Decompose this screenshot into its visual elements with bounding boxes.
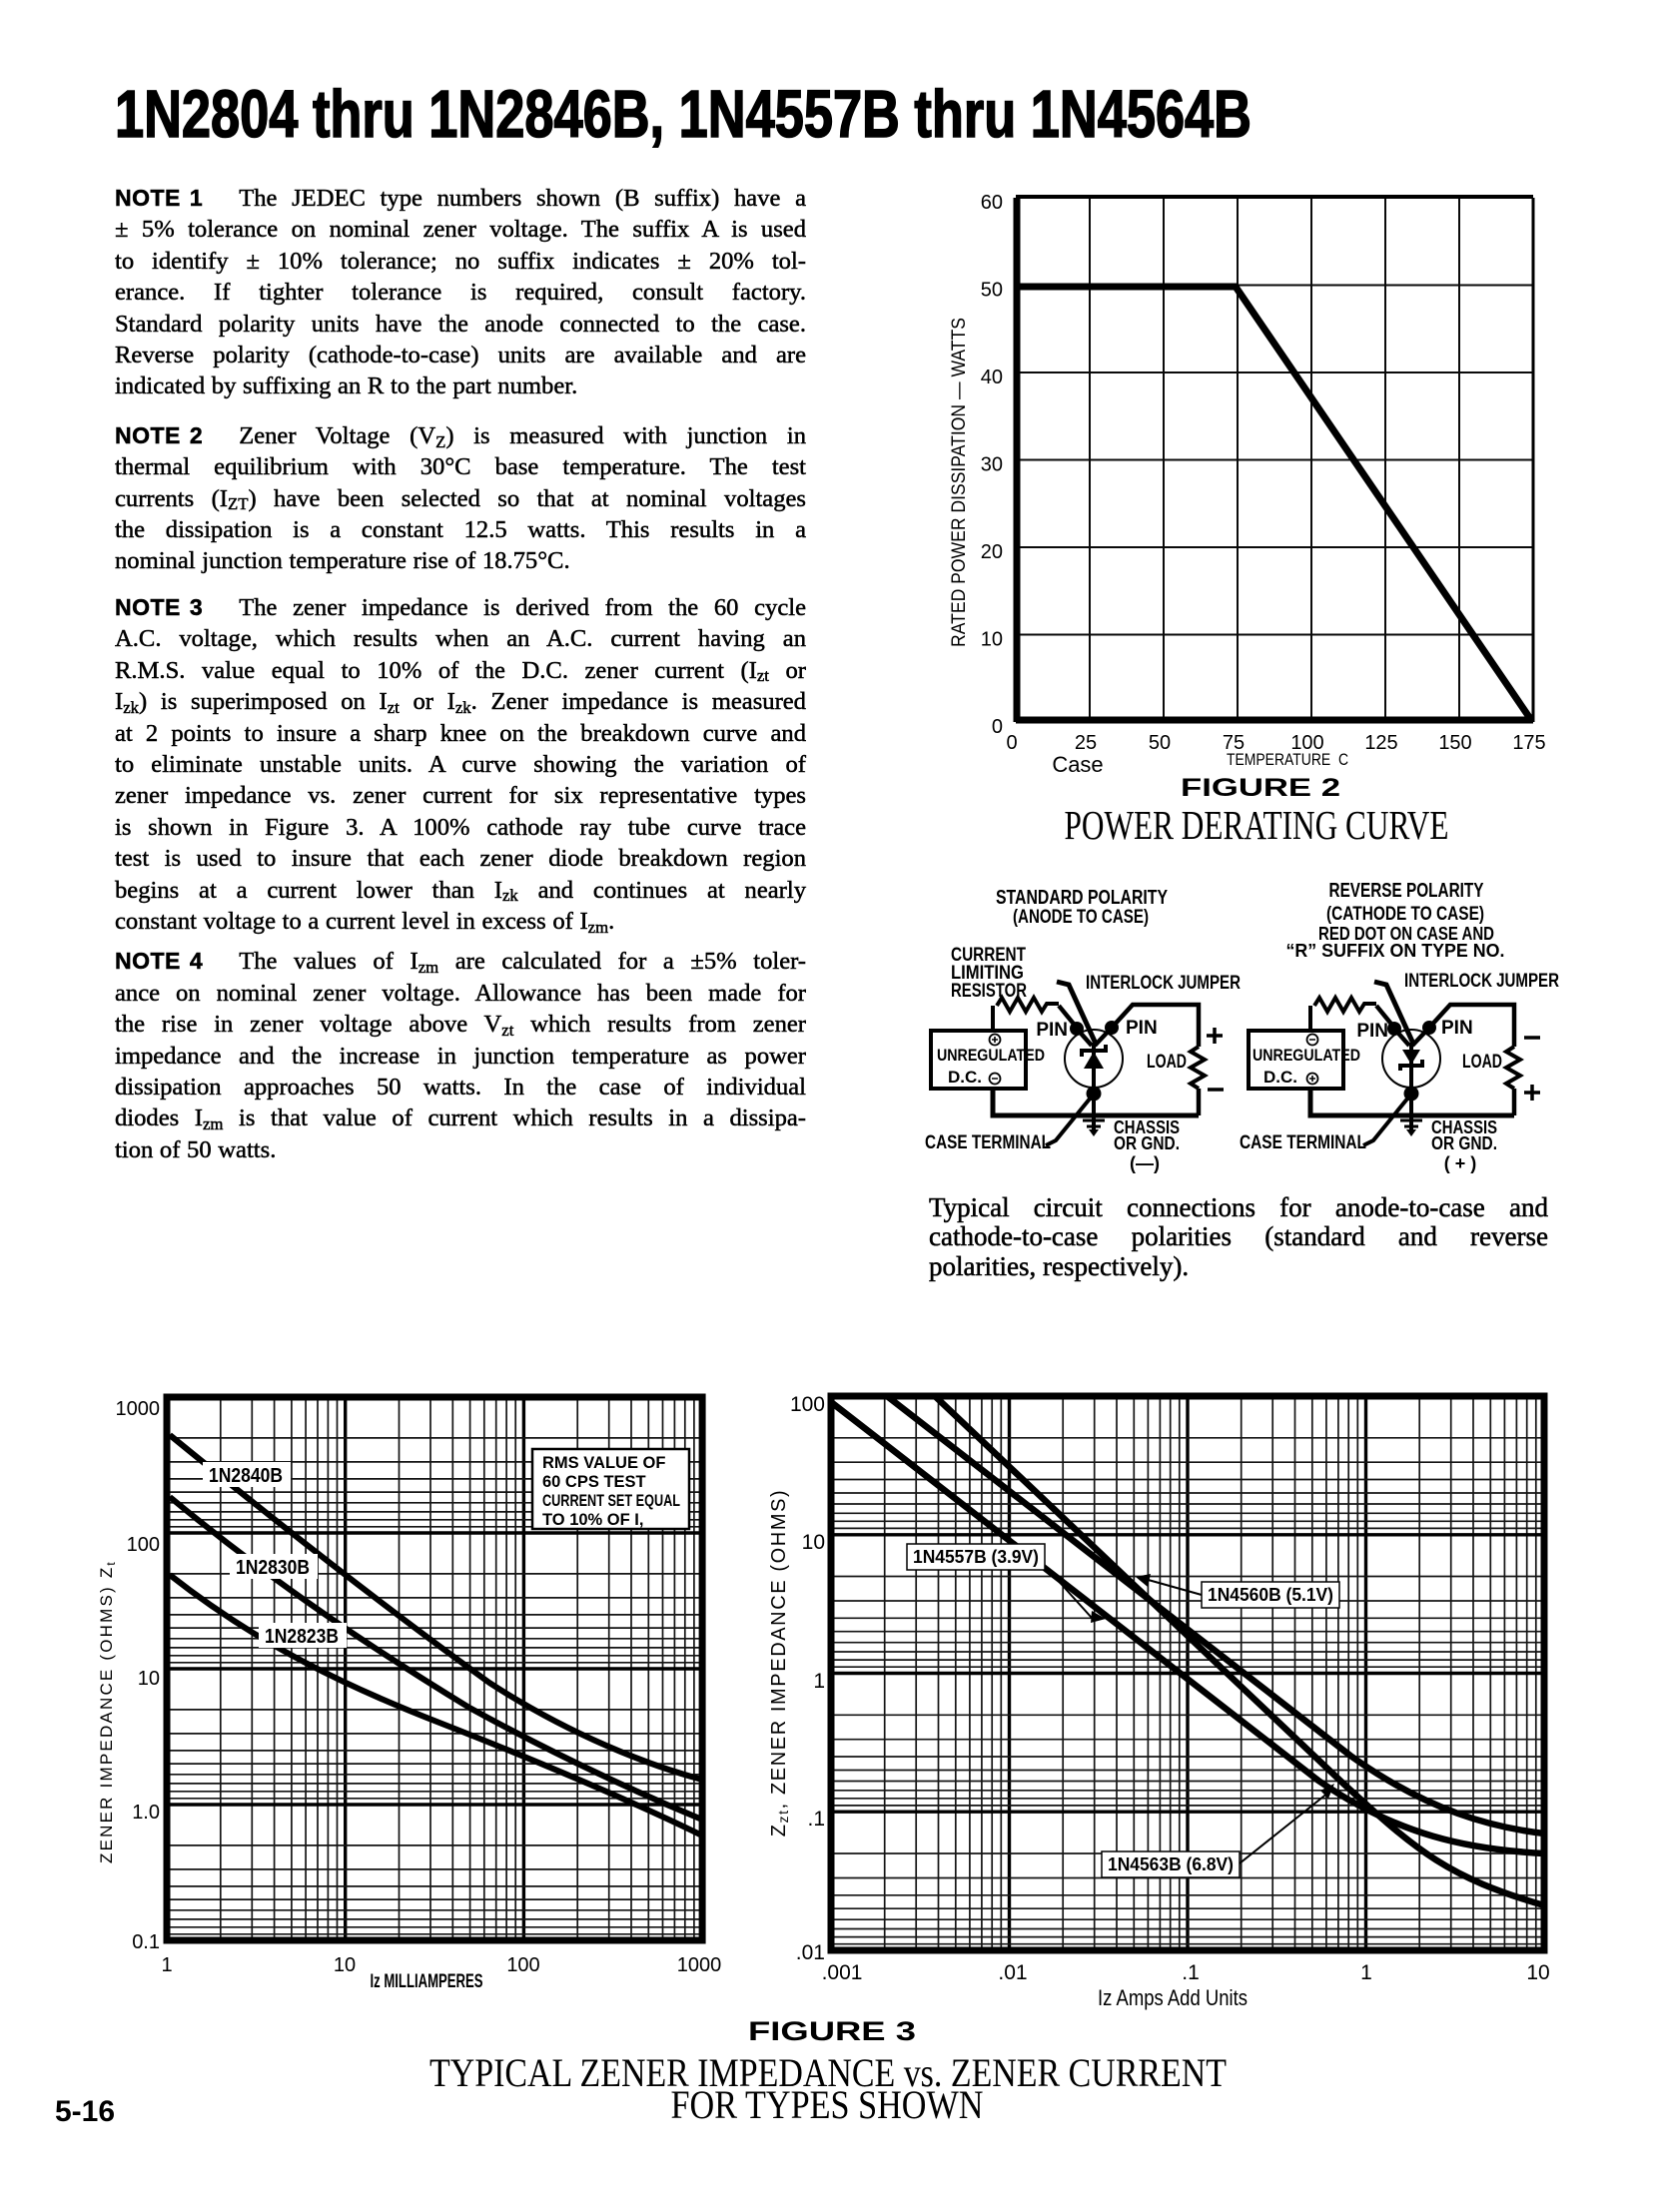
svg-text:D.C.: D.C. [948,1068,982,1087]
svg-text:150: 150 [1438,732,1471,754]
svg-text:Iz MILLIAMPERES: Iz MILLIAMPERES [371,1971,483,1992]
svg-text:25: 25 [1075,732,1097,754]
svg-text:PIN: PIN [1126,1018,1158,1039]
svg-text:100: 100 [506,1954,539,1976]
svg-text:1N4563B (6.8V): 1N4563B (6.8V) [1108,1854,1234,1874]
svg-text:1: 1 [1360,1961,1372,1984]
svg-text:1N2840B: 1N2840B [209,1465,283,1487]
svg-text:PIN: PIN [1036,1020,1068,1041]
svg-text:10: 10 [981,629,1003,651]
svg-text:.001: .001 [822,1961,863,1984]
svg-text:1.0: 1.0 [132,1802,160,1824]
svg-text:Case: Case [1052,752,1103,777]
svg-text:100: 100 [790,1393,825,1416]
svg-text:CASE TERMINAL: CASE TERMINAL [1240,1131,1366,1153]
svg-text:10: 10 [138,1668,160,1690]
svg-text:1N2804 thru 1N2846B, 1N4557B t: 1N2804 thru 1N2846B, 1N4557B thru 1N4564… [115,77,1252,152]
svg-text:40: 40 [981,367,1003,388]
svg-text:POWER DERATING CURVE: POWER DERATING CURVE [1065,802,1449,848]
svg-text:CURRENT SET EQUAL: CURRENT SET EQUAL [542,1492,680,1510]
svg-text:0: 0 [992,716,1003,738]
svg-text:“R” SUFFIX ON TYPE NO.: “R” SUFFIX ON TYPE NO. [1286,941,1505,961]
svg-text:INTERLOCK JUMPER: INTERLOCK JUMPER [1086,972,1241,994]
svg-text:10: 10 [802,1531,825,1554]
svg-text:20: 20 [981,541,1003,563]
svg-text:UNREGULATED: UNREGULATED [937,1046,1045,1065]
svg-text:OR GND.: OR GND. [1114,1133,1180,1153]
svg-text:.1: .1 [1182,1961,1200,1984]
svg-text:1N2823B: 1N2823B [265,1626,339,1648]
svg-text:UNREGULATED: UNREGULATED [1253,1046,1360,1065]
svg-text:FOR TYPES SHOWN: FOR TYPES SHOWN [671,2082,984,2127]
svg-text:PIN: PIN [1356,1021,1388,1042]
svg-text:RESISTOR: RESISTOR [951,981,1027,1002]
svg-text:LIMITING: LIMITING [951,963,1024,984]
svg-text:STANDARD POLARITY: STANDARD POLARITY [996,887,1169,909]
svg-text:(CATHODE TO CASE): (CATHODE TO CASE) [1326,904,1484,925]
svg-text:1000: 1000 [116,1398,161,1420]
svg-text:1000: 1000 [677,1954,722,1976]
svg-text:1: 1 [161,1954,172,1976]
svg-text:TO 10% OF I,: TO 10% OF I, [542,1511,643,1529]
svg-text:Iz Amps Add Units: Iz Amps Add Units [1098,1985,1248,2010]
svg-text:CHASSIS: CHASSIS [1431,1117,1497,1137]
svg-text:(—): (—) [1130,1153,1160,1173]
svg-text:.01: .01 [998,1961,1027,1984]
svg-text:( + ): ( + ) [1444,1153,1477,1173]
svg-text:100: 100 [1290,732,1323,754]
svg-text:Zzt, ZENER IMPEDANCE (OHMS): Zzt, ZENER IMPEDANCE (OHMS) [768,1489,791,1838]
svg-text:50: 50 [1149,732,1171,754]
svg-text:INTERLOCK JUMPER: INTERLOCK JUMPER [1404,970,1559,992]
svg-text:RATED POWER DISSIPATION — WATT: RATED POWER DISSIPATION — WATTS [949,318,970,647]
svg-text:10: 10 [1526,1961,1549,1984]
svg-text:.1: .1 [807,1808,825,1831]
svg-text:1N4560B (5.1V): 1N4560B (5.1V) [1208,1585,1333,1605]
svg-text:D.C.: D.C. [1263,1068,1297,1087]
svg-text:RED DOT ON CASE AND: RED DOT ON CASE AND [1318,924,1494,944]
svg-text:.01: .01 [796,1941,825,1964]
svg-text:10: 10 [334,1954,356,1976]
svg-text:30: 30 [981,454,1003,476]
svg-text:0: 0 [1006,732,1017,754]
svg-text:LOAD: LOAD [1147,1051,1187,1073]
svg-text:100: 100 [127,1534,160,1556]
svg-text:OR GND.: OR GND. [1431,1133,1497,1153]
svg-text:(ANODE TO CASE): (ANODE TO CASE) [1013,907,1149,928]
svg-text:0.1: 0.1 [132,1931,160,1953]
svg-text:1N4557B (3.9V): 1N4557B (3.9V) [913,1547,1039,1567]
svg-text:TEMPERATURE C: TEMPERATURE C [1227,750,1348,769]
svg-text:75: 75 [1223,732,1245,754]
svg-text:125: 125 [1364,732,1397,754]
svg-text:60: 60 [981,192,1003,214]
svg-text:CASE TERMINAL: CASE TERMINAL [925,1131,1051,1153]
svg-text:1N2830B: 1N2830B [236,1557,310,1579]
svg-text:FIGURE 3: FIGURE 3 [748,2016,916,2046]
svg-text:RMS VALUE OF: RMS VALUE OF [542,1454,665,1472]
svg-text:50: 50 [981,280,1003,302]
svg-text:REVERSE POLARITY: REVERSE POLARITY [1329,880,1484,902]
svg-text:PIN: PIN [1441,1018,1473,1039]
svg-text:ZENER IMPEDANCE (OHMS) Zt: ZENER IMPEDANCE (OHMS) Zt [97,1560,118,1863]
svg-text:5-16: 5-16 [55,2095,115,2128]
svg-text:CHASSIS: CHASSIS [1114,1117,1180,1137]
svg-text:175: 175 [1512,732,1545,754]
svg-text:1: 1 [813,1670,825,1693]
svg-text:FIGURE 2: FIGURE 2 [1181,774,1340,802]
svg-text:CURRENT: CURRENT [951,945,1026,966]
svg-text:TYPICAL ZENER IMPEDANCE vs. ZE: TYPICAL ZENER IMPEDANCE vs. ZENER CURREN… [429,2050,1227,2095]
svg-text:LOAD: LOAD [1462,1051,1502,1073]
svg-text:60 CPS TEST: 60 CPS TEST [542,1473,646,1491]
